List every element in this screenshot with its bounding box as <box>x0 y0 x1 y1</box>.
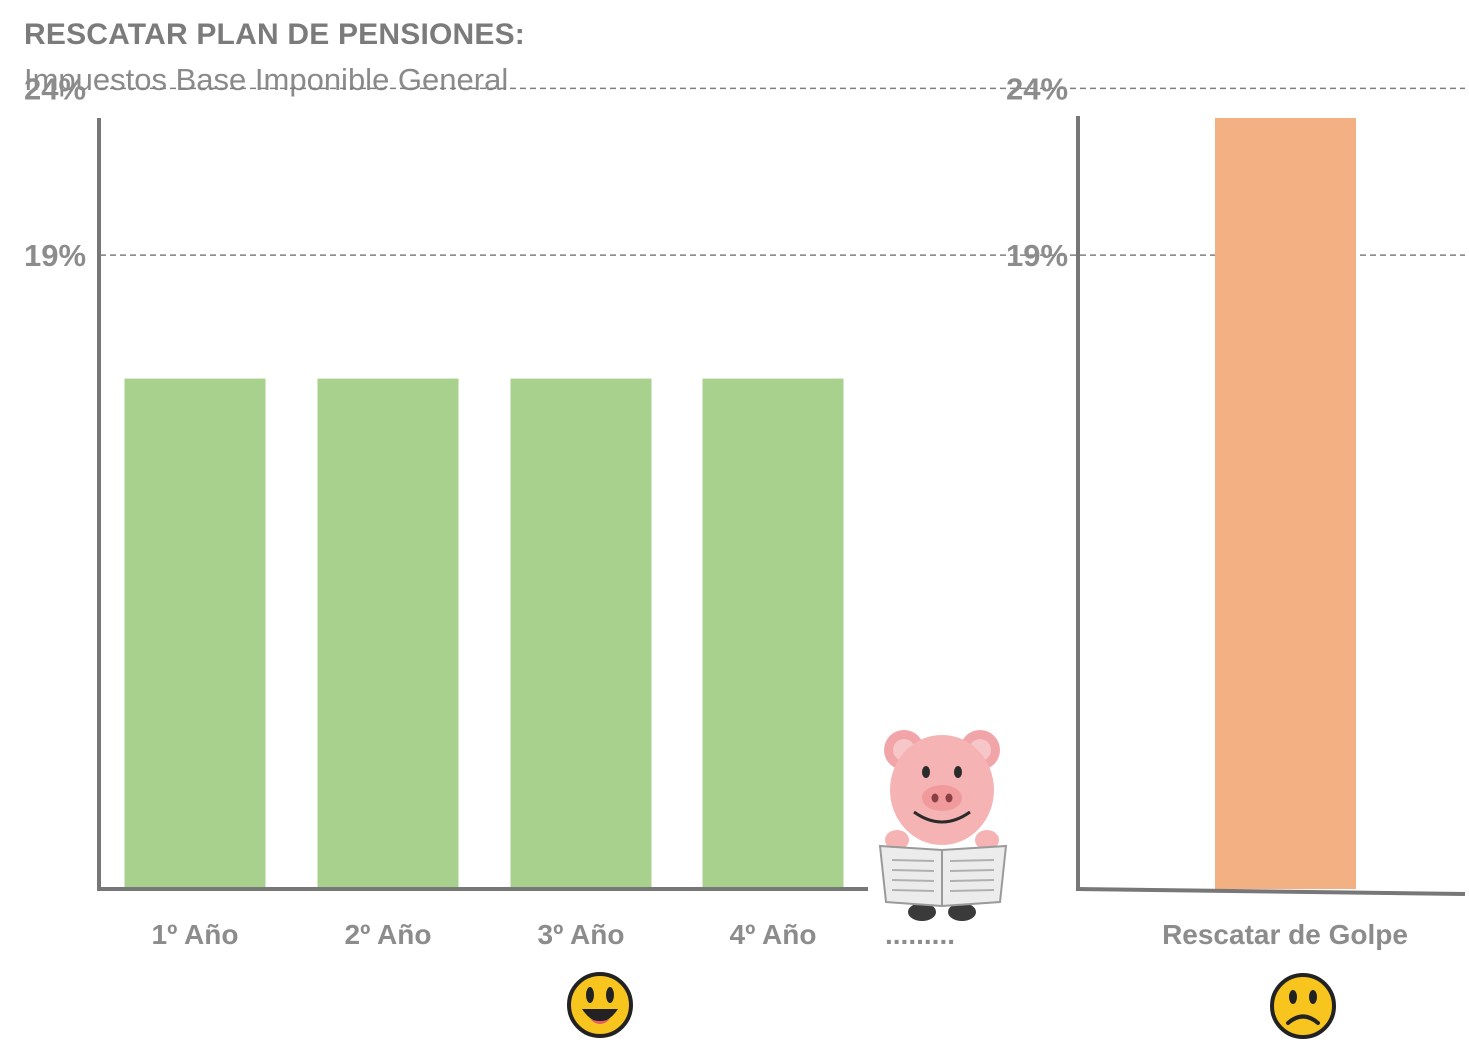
bar-4 <box>702 378 844 889</box>
bar-1 <box>124 378 266 889</box>
chart-title: RESCATAR PLAN DE PENSIONES: <box>24 18 526 51</box>
sad-face-icon <box>1270 973 1336 1039</box>
y-tick-label-left: 24% <box>24 71 86 106</box>
axes <box>97 116 1466 896</box>
bar-3 <box>510 378 652 889</box>
pig-reading-newspaper-icon <box>878 730 1008 921</box>
bar-2 <box>317 378 459 889</box>
category-label: 2º Año <box>345 919 432 950</box>
y-tick-label-right: 24% <box>1006 71 1068 106</box>
category-label: 3º Año <box>538 919 625 950</box>
category-label: ......... <box>885 919 955 950</box>
x-axis-right <box>1075 887 1466 896</box>
category-label-right: Rescatar de Golpe <box>1162 919 1408 950</box>
happy-face-icon <box>567 972 633 1038</box>
x-category-labels: 1º Año 2º Año 3º Año 4º Año......... Rescata… <box>152 919 1408 950</box>
y-tick-labels: 19%24%30%19%24%30% <box>24 71 1068 273</box>
category-label: 4º Año <box>730 919 817 950</box>
category-label: 1º Año <box>152 919 239 950</box>
y-tick-label-right: 19% <box>1006 238 1068 273</box>
chart-subtitle: Impuestos Base Imponible General <box>24 62 509 97</box>
bar-rescatar-de-golpe <box>1215 118 1356 889</box>
y-tick-label-left: 19% <box>24 238 86 273</box>
bars <box>124 118 1356 889</box>
